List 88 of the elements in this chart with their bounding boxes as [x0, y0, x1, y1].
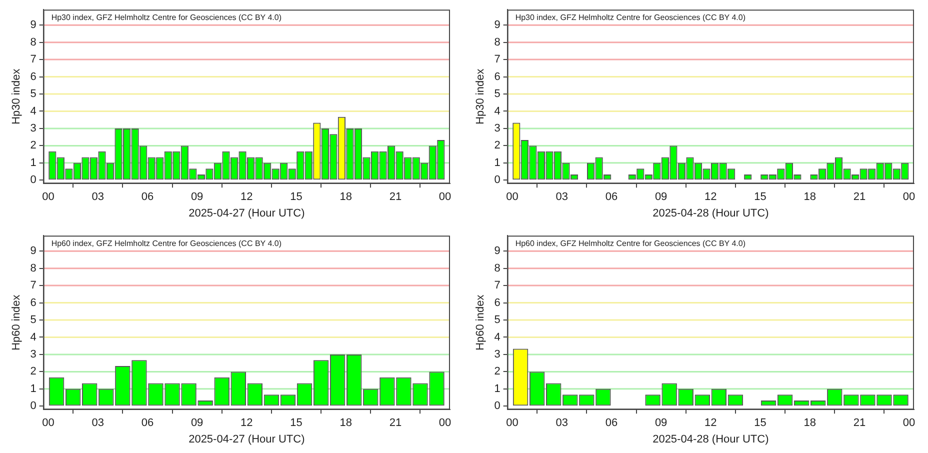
y-tick-label: 7: [30, 280, 36, 292]
x-tick-label: 00: [438, 417, 452, 430]
y-tick-label: 7: [30, 54, 36, 66]
y-tick-label: 6: [30, 70, 36, 83]
x-tick-label: 21: [853, 417, 866, 430]
x-tick-label: 15: [754, 191, 766, 204]
y-tick-label: 5: [30, 314, 36, 326]
x-tick-label: 18: [804, 417, 816, 430]
y-tick-label: 1: [30, 382, 36, 395]
x-tick-label: 21: [853, 191, 866, 204]
x-tick-label: 12: [240, 417, 253, 430]
x-tick-label: 03: [556, 191, 568, 204]
x-tick-label: 03: [556, 417, 568, 430]
y-tick-label: 5: [494, 88, 500, 100]
x-tick-label: 15: [754, 417, 766, 430]
x-tick-label: 12: [704, 417, 717, 430]
y-tick-label: 9: [494, 245, 500, 258]
y-tick-label: 9: [30, 245, 36, 258]
y-axis-title: Hp60 index: [10, 294, 23, 350]
x-tick-label: 06: [605, 417, 618, 430]
x-tick-label: 09: [654, 191, 668, 204]
y-tick-label: 3: [494, 122, 500, 135]
y-tick-label: 2: [30, 140, 36, 152]
x-tick-label: 18: [340, 191, 352, 204]
y-tick-label: 6: [30, 296, 36, 309]
x-tick-label: 00: [42, 417, 54, 430]
x-tick-label: 00: [902, 417, 916, 430]
chart-title: Hp30 index, GFZ Helmholtz Centre for Geosciences (CC BY 4.0): [515, 12, 746, 22]
x-axis-title: 2025-04-28 (Hour UTC): [652, 207, 769, 220]
x-tick-label: 00: [902, 191, 916, 204]
y-tick-label: 1: [494, 156, 500, 169]
y-tick-label: 4: [30, 105, 36, 118]
y-tick-label: 1: [494, 382, 500, 395]
y-tick-label: 7: [494, 54, 500, 66]
y-tick-label: 2: [494, 140, 500, 152]
y-tick-label: 3: [494, 348, 500, 361]
x-tick-label: 00: [506, 191, 518, 204]
y-tick-label: 7: [494, 280, 500, 292]
y-tick-label: 0: [494, 400, 500, 412]
y-tick-label: 2: [494, 366, 500, 378]
y-tick-label: 0: [494, 174, 500, 186]
y-tick-label: 6: [494, 70, 500, 83]
x-axis-title: 2025-04-28 (Hour UTC): [652, 433, 769, 446]
chart-title: Hp60 index, GFZ Helmholtz Centre for Geosciences (CC BY 4.0): [515, 238, 746, 248]
x-tick-label: 06: [141, 191, 154, 204]
y-tick-label: 8: [30, 36, 36, 48]
y-tick-label: 8: [30, 262, 36, 274]
y-tick-label: 0: [30, 174, 36, 186]
x-tick-label: 18: [804, 191, 816, 204]
x-tick-label: 03: [92, 417, 104, 430]
y-axis-title: Hp30 index: [10, 68, 23, 124]
y-tick-label: 4: [494, 331, 500, 344]
y-tick-label: 6: [494, 296, 500, 309]
y-tick-label: 9: [30, 19, 36, 32]
y-axis-title: Hp60 index: [474, 294, 487, 350]
y-tick-label: 3: [30, 348, 36, 361]
x-tick-label: 03: [92, 191, 104, 204]
x-tick-label: 18: [340, 417, 352, 430]
x-tick-label: 12: [704, 191, 717, 204]
y-tick-label: 8: [494, 262, 500, 274]
y-tick-label: 4: [30, 331, 36, 344]
y-tick-label: 4: [494, 105, 500, 118]
x-tick-label: 00: [42, 191, 54, 204]
x-tick-label: 00: [438, 191, 452, 204]
y-tick-label: 2: [30, 366, 36, 378]
y-tick-label: 8: [494, 36, 500, 48]
chart-title: Hp60 index, GFZ Helmholtz Centre for Geosciences (CC BY 4.0): [51, 238, 282, 248]
x-tick-label: 09: [654, 417, 668, 430]
x-axis-title: 2025-04-27 (Hour UTC): [188, 207, 305, 220]
x-tick-label: 12: [240, 191, 253, 204]
x-tick-label: 09: [190, 191, 204, 204]
y-tick-label: 3: [30, 122, 36, 135]
x-axis-title: 2025-04-27 (Hour UTC): [188, 433, 305, 446]
y-tick-label: 5: [30, 88, 36, 100]
chart-title: Hp30 index, GFZ Helmholtz Centre for Geosciences (CC BY 4.0): [51, 12, 282, 22]
x-tick-label: 15: [290, 417, 302, 430]
y-tick-label: 0: [30, 400, 36, 412]
x-tick-label: 00: [506, 417, 518, 430]
x-tick-label: 09: [190, 417, 204, 430]
x-tick-label: 06: [605, 191, 618, 204]
y-tick-label: 5: [494, 314, 500, 326]
y-tick-label: 9: [494, 19, 500, 32]
x-tick-label: 21: [389, 191, 402, 204]
y-axis-title: Hp30 index: [474, 68, 487, 124]
x-tick-label: 06: [141, 417, 154, 430]
y-tick-label: 1: [30, 156, 36, 169]
x-tick-label: 15: [290, 191, 302, 204]
x-tick-label: 21: [389, 417, 402, 430]
